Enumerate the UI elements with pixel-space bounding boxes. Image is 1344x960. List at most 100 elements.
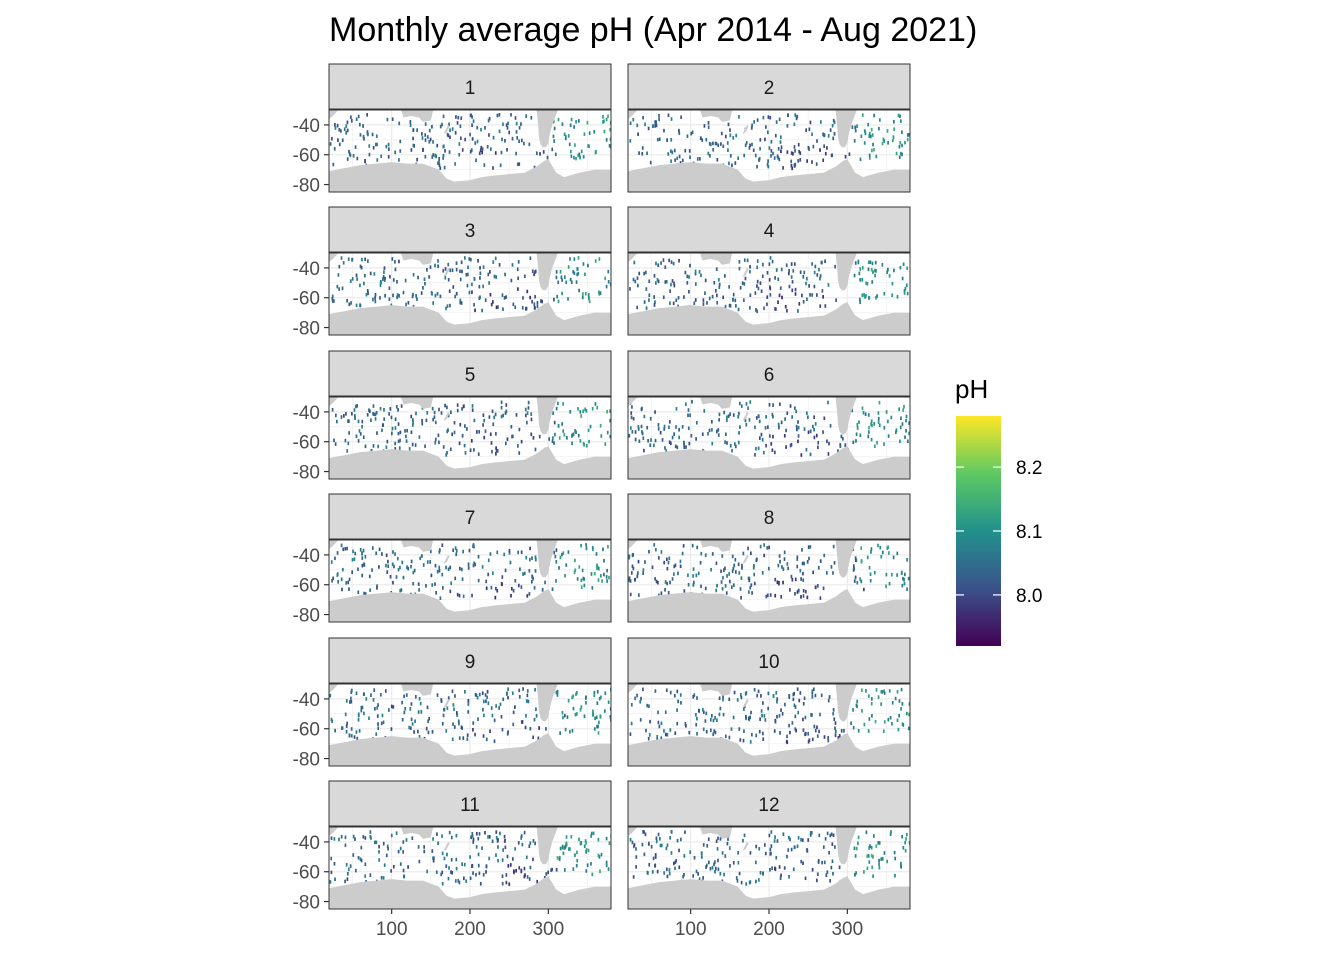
ph-cell xyxy=(427,719,429,724)
ph-cell xyxy=(364,158,366,163)
ph-cell xyxy=(510,112,512,117)
ph-cell xyxy=(344,835,347,840)
panel-map xyxy=(628,684,910,766)
ph-cell xyxy=(898,699,901,703)
ph-cell xyxy=(499,702,502,707)
ph-cell xyxy=(629,426,632,430)
ph-cell xyxy=(444,149,446,153)
ph-cell xyxy=(491,713,494,718)
ph-cell xyxy=(540,299,542,303)
ph-cell xyxy=(412,581,415,586)
ph-cell xyxy=(666,843,669,848)
ph-cell xyxy=(876,440,878,445)
ph-cell xyxy=(448,830,451,835)
ph-cell xyxy=(449,135,451,140)
ph-cell xyxy=(451,871,454,875)
ph-cell xyxy=(726,441,728,445)
ph-cell xyxy=(347,441,350,446)
facet-strip xyxy=(627,637,911,684)
ph-cell xyxy=(903,291,906,295)
ph-cell xyxy=(523,830,526,835)
ph-cell xyxy=(587,293,590,297)
ph-cell xyxy=(901,702,904,706)
ph-cell xyxy=(878,423,881,428)
ph-cell xyxy=(757,689,760,694)
ph-cell xyxy=(874,719,877,724)
ph-cell xyxy=(459,277,462,282)
ph-cell xyxy=(854,556,857,560)
ph-cell xyxy=(514,305,517,310)
ph-cell xyxy=(495,432,497,436)
ph-cell xyxy=(607,700,610,705)
ph-cell xyxy=(514,578,517,583)
ph-cell xyxy=(557,424,560,428)
ph-cell xyxy=(815,878,818,883)
ph-cell xyxy=(355,117,358,122)
ph-cell xyxy=(793,164,796,168)
ph-cell xyxy=(520,550,523,554)
ph-cell xyxy=(517,583,520,588)
ph-cell xyxy=(444,267,447,271)
ph-cell xyxy=(596,566,598,571)
ph-cell xyxy=(526,693,529,698)
ph-cell xyxy=(802,571,804,576)
ph-cell xyxy=(495,586,497,591)
ph-cell xyxy=(441,834,443,838)
ph-cell xyxy=(793,122,796,127)
ph-cell xyxy=(711,428,713,432)
ph-cell xyxy=(491,839,494,844)
ph-cell xyxy=(571,441,573,446)
ph-cell xyxy=(691,399,693,404)
ph-cell xyxy=(399,438,401,443)
ph-cell xyxy=(434,440,437,445)
ph-cell xyxy=(569,277,572,282)
australia-land xyxy=(700,110,733,122)
ph-cell xyxy=(354,404,357,409)
ph-cell xyxy=(590,861,592,866)
ph-cell xyxy=(780,873,782,878)
ph-cell xyxy=(588,296,590,301)
ph-cell xyxy=(472,721,475,725)
y-tick-label: -80 xyxy=(293,606,320,627)
ph-cell xyxy=(818,729,820,734)
ph-cell xyxy=(404,429,406,433)
ph-cell xyxy=(582,155,585,159)
africa-land xyxy=(628,684,638,693)
ph-cell xyxy=(875,844,878,848)
ph-cell xyxy=(756,259,759,263)
ph-cell xyxy=(844,443,847,447)
ph-cell xyxy=(356,277,358,281)
new-zealand-land xyxy=(443,124,450,134)
panel-map xyxy=(329,540,611,622)
land-mask xyxy=(628,253,910,335)
ph-cell xyxy=(479,266,481,270)
ph-cell xyxy=(632,277,635,282)
ph-cell xyxy=(737,562,740,567)
ph-cell xyxy=(509,863,512,867)
ph-cell xyxy=(642,571,644,575)
ph-cell xyxy=(832,711,835,716)
ph-cell xyxy=(488,856,491,861)
ph-cell xyxy=(487,835,489,839)
ph-cell xyxy=(695,420,698,425)
ph-cell xyxy=(687,408,690,412)
ph-cell xyxy=(829,833,832,838)
ph-cell xyxy=(555,867,558,872)
ph-cell xyxy=(595,715,598,720)
ph-cell xyxy=(585,443,588,448)
ph-cell xyxy=(865,689,867,693)
ph-cell xyxy=(905,832,908,837)
ph-cell xyxy=(361,551,363,555)
ph-cell xyxy=(454,294,457,299)
ph-cell xyxy=(496,588,499,593)
ph-cell xyxy=(906,291,909,296)
ph-cell xyxy=(487,701,490,706)
ph-cell xyxy=(761,274,764,279)
ph-cell xyxy=(348,302,351,307)
ph-cell xyxy=(794,591,796,596)
ph-cell xyxy=(748,590,750,594)
ph-cell xyxy=(796,114,799,119)
ph-cell xyxy=(770,830,773,834)
ph-cell xyxy=(530,417,533,422)
ph-cell xyxy=(482,413,485,417)
